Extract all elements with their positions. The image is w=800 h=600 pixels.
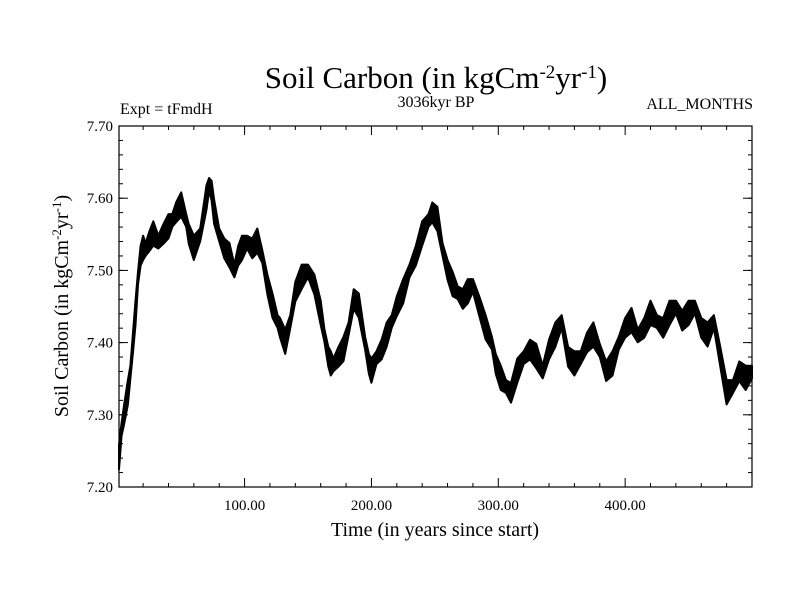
- experiment-label: Expt = tFmdH: [120, 101, 213, 118]
- plot-frame: [118, 125, 753, 488]
- y-axis-label: Soil Carbon (in kgCm-2yr-1): [49, 195, 74, 417]
- y-tick-label: 7.60: [87, 191, 113, 207]
- y-tick-label: 7.50: [87, 263, 113, 279]
- months-label: ALL_MONTHS: [646, 96, 753, 113]
- soil-carbon-series: [118, 177, 753, 471]
- x-tick-label: 300.00: [478, 498, 519, 514]
- chart-title: Soil Carbon (in kgCm-2yr-1): [265, 60, 608, 95]
- x-tick-label: 200.00: [351, 498, 392, 514]
- y-tick-label: 7.40: [87, 336, 113, 352]
- y-tick-label: 7.20: [87, 480, 113, 496]
- x-tick-label: 400.00: [605, 498, 646, 514]
- period-label: 3036kyr BP: [398, 94, 475, 111]
- y-tick-label: 7.30: [87, 408, 113, 424]
- x-axis-label: Time (in years since start): [331, 519, 539, 541]
- x-tick-label: 100.00: [224, 498, 265, 514]
- y-tick-label: 7.70: [87, 119, 113, 135]
